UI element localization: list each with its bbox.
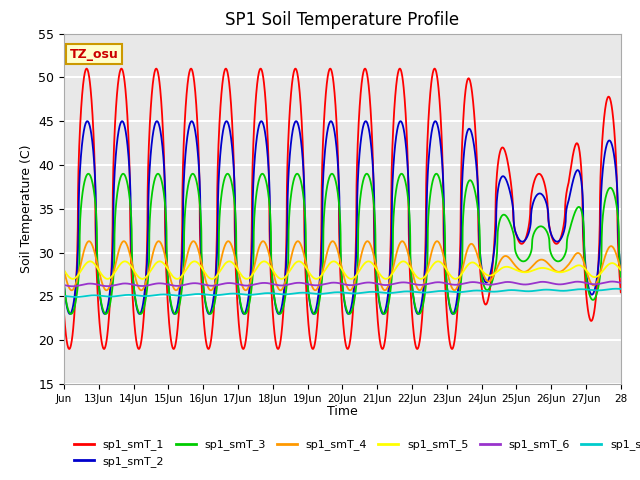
sp1_smT_7	[72, 294, 79, 300]
sp1_smT_6	[609, 279, 617, 285]
sp1_smT_6	[69, 283, 77, 289]
sp1_smT_3	[450, 311, 458, 317]
sp1_smT_7	[617, 286, 625, 292]
sp1_smT_3	[60, 282, 68, 288]
sp1_smT_7	[612, 286, 620, 292]
sp1_smT_2	[542, 199, 550, 204]
sp1_smT_7	[609, 286, 617, 292]
sp1_smT_2	[617, 268, 625, 274]
Line: sp1_smT_6: sp1_smT_6	[64, 282, 621, 286]
sp1_smT_6	[116, 281, 124, 287]
Line: sp1_smT_1: sp1_smT_1	[64, 69, 621, 349]
sp1_smT_4	[451, 288, 458, 293]
sp1_smT_7	[116, 293, 124, 299]
sp1_smT_4	[433, 239, 441, 244]
sp1_smT_2	[60, 282, 68, 288]
sp1_smT_3	[433, 171, 440, 177]
sp1_smT_1	[236, 331, 244, 336]
sp1_smT_2	[236, 297, 244, 303]
sp1_smT_5	[86, 259, 94, 264]
sp1_smT_7	[376, 289, 384, 295]
sp1_smT_1	[609, 117, 617, 122]
sp1_smT_6	[236, 282, 244, 288]
Line: sp1_smT_7: sp1_smT_7	[64, 289, 621, 297]
sp1_smT_4	[60, 267, 68, 273]
sp1_smT_4	[376, 278, 383, 284]
Line: sp1_smT_4: sp1_smT_4	[64, 241, 621, 290]
sp1_smT_3	[609, 189, 617, 194]
sp1_smT_1	[617, 289, 625, 295]
sp1_smT_6	[376, 282, 384, 288]
sp1_smT_1	[542, 187, 550, 192]
sp1_smT_3	[617, 274, 625, 279]
sp1_smT_6	[608, 279, 616, 285]
sp1_smT_2	[511, 225, 518, 231]
sp1_smT_1	[396, 66, 404, 72]
sp1_smT_6	[542, 279, 550, 285]
sp1_smT_4	[236, 275, 244, 280]
sp1_smT_6	[510, 280, 518, 286]
sp1_smT_7	[60, 293, 68, 299]
X-axis label: Time: Time	[327, 405, 358, 418]
sp1_smT_5	[116, 262, 124, 267]
sp1_smT_2	[376, 304, 384, 310]
sp1_smT_5	[609, 260, 617, 266]
sp1_smT_1	[60, 310, 68, 316]
Legend: sp1_smT_1, sp1_smT_2, sp1_smT_3, sp1_smT_4, sp1_smT_5, sp1_smT_6, sp1_smT_7: sp1_smT_1, sp1_smT_2, sp1_smT_3, sp1_smT…	[70, 435, 640, 471]
Text: TZ_osu: TZ_osu	[70, 48, 118, 60]
sp1_smT_6	[60, 282, 68, 288]
sp1_smT_4	[511, 262, 518, 267]
sp1_smT_5	[617, 267, 625, 273]
sp1_smT_5	[236, 271, 244, 276]
sp1_smT_3	[542, 227, 550, 233]
sp1_smT_7	[510, 287, 518, 293]
Line: sp1_smT_2: sp1_smT_2	[64, 121, 621, 314]
sp1_smT_4	[609, 245, 617, 251]
sp1_smT_5	[542, 265, 550, 271]
sp1_smT_1	[376, 337, 383, 343]
Y-axis label: Soil Temperature (C): Soil Temperature (C)	[20, 144, 33, 273]
sp1_smT_1	[116, 70, 124, 76]
sp1_smT_5	[376, 272, 384, 277]
sp1_smT_2	[116, 123, 124, 129]
sp1_smT_3	[376, 300, 383, 306]
Line: sp1_smT_3: sp1_smT_3	[64, 174, 621, 314]
sp1_smT_2	[344, 311, 352, 317]
sp1_smT_2	[609, 148, 617, 154]
sp1_smT_3	[511, 236, 518, 242]
sp1_smT_5	[511, 266, 518, 272]
sp1_smT_4	[116, 245, 124, 251]
Line: sp1_smT_5: sp1_smT_5	[64, 262, 621, 279]
sp1_smT_7	[542, 287, 550, 292]
sp1_smT_4	[617, 266, 625, 272]
sp1_smT_5	[69, 276, 77, 282]
sp1_smT_3	[116, 178, 124, 183]
sp1_smT_2	[327, 119, 335, 124]
sp1_smT_7	[236, 291, 244, 297]
sp1_smT_1	[511, 225, 518, 230]
sp1_smT_3	[236, 296, 244, 302]
sp1_smT_4	[542, 259, 550, 264]
sp1_smT_5	[60, 267, 68, 273]
Title: SP1 Soil Temperature Profile: SP1 Soil Temperature Profile	[225, 11, 460, 29]
sp1_smT_6	[617, 280, 625, 286]
sp1_smT_1	[379, 346, 387, 352]
